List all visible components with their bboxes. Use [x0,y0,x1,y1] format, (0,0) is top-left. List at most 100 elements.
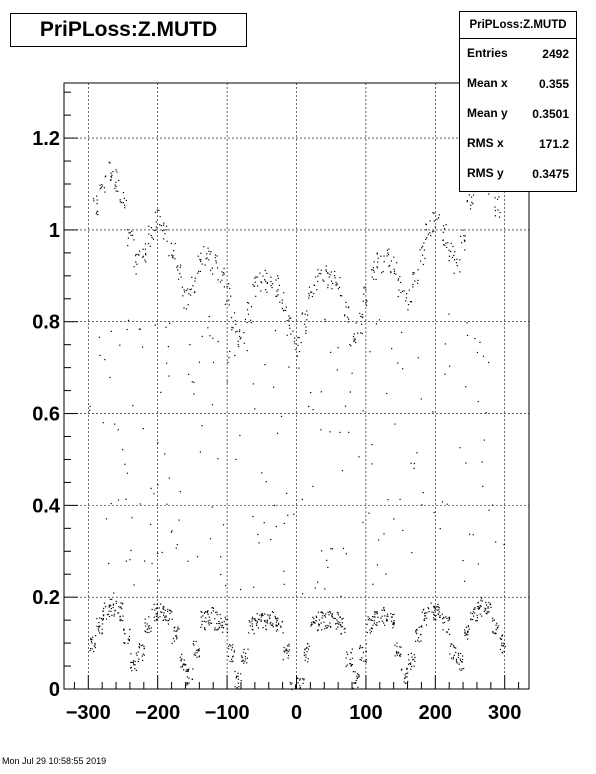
data-point [356,677,358,680]
data-point [320,622,322,624]
data-point [248,632,250,634]
data-point [120,606,122,608]
data-point [467,630,469,632]
data-point [137,660,140,663]
data-point [150,627,152,629]
data-point [376,624,378,626]
data-point [173,627,175,629]
data-point [405,297,408,299]
data-point [159,215,161,218]
data-point [119,616,121,618]
data-point [468,194,470,196]
data-point [105,606,107,608]
data-point [421,626,423,628]
data-point [229,644,231,646]
data-point [419,249,421,251]
data-point [109,598,111,600]
data-point [294,687,296,689]
stats-box: PriPLoss:Z.MUTD Entries 2492 Mean x 0.35… [459,11,577,192]
x-tick-label: 200 [419,702,452,724]
data-point [459,271,461,273]
data-point [421,254,424,256]
data-point [397,278,400,280]
data-point [351,372,353,374]
data-point [461,242,463,244]
data-point [103,602,106,604]
data-point [336,369,338,371]
data-point [163,616,166,618]
data-point [467,631,469,634]
data-point [314,622,316,624]
data-point [102,617,104,620]
data-point [369,632,371,634]
data-point [448,633,451,636]
data-point [151,237,153,239]
stat-entries: Entries 2492 [460,39,576,69]
data-point [442,629,444,631]
data-point [270,285,272,287]
data-point [294,686,297,688]
data-point [399,646,401,648]
data-point [252,284,254,286]
data-point [371,463,373,465]
data-point [443,228,446,230]
data-point [355,681,357,684]
data-point [344,405,347,407]
data-point [189,344,191,346]
data-point [165,615,167,617]
data-point [464,235,466,237]
y-tick-label: 0.4 [32,495,61,517]
data-point [206,611,208,614]
data-point [215,260,217,262]
data-point [182,664,184,666]
data-point [394,644,396,646]
data-point [127,229,129,231]
data-point [130,666,132,668]
y-tick-label: 1 [49,220,60,242]
data-point [412,283,414,286]
data-point [114,187,116,190]
stat-mean-x: Mean x 0.355 [460,69,576,99]
data-point [142,346,144,348]
data-point [432,411,434,413]
data-point [312,621,314,623]
data-point [149,245,151,247]
data-point [134,664,136,666]
data-point [96,199,98,201]
data-point [323,280,325,282]
data-point [407,663,410,665]
data-point [417,279,419,282]
data-point [308,293,310,295]
data-point [341,618,343,620]
data-point [110,605,112,607]
data-point [365,299,367,301]
data-point [165,326,167,328]
data-point [349,663,352,665]
data-point [393,624,395,626]
data-point [406,667,408,669]
data-point [171,530,173,532]
data-point [130,661,132,664]
x-tick-label: −100 [205,702,250,724]
data-point [376,611,378,613]
data-point [226,632,229,634]
data-point [420,633,422,636]
data-point [172,255,174,257]
data-point [399,655,401,658]
data-point [485,608,487,610]
data-point [329,431,331,433]
data-point [485,412,487,414]
data-point [135,261,137,263]
data-point [99,188,102,190]
data-point [98,621,100,624]
data-point [96,195,98,197]
data-point [155,229,157,231]
data-point [414,660,416,662]
data-point [357,332,359,334]
data-point [406,293,408,295]
data-point [109,179,111,181]
data-point [139,503,141,505]
data-point [488,509,490,511]
data-point [124,642,126,644]
data-point [399,653,402,655]
